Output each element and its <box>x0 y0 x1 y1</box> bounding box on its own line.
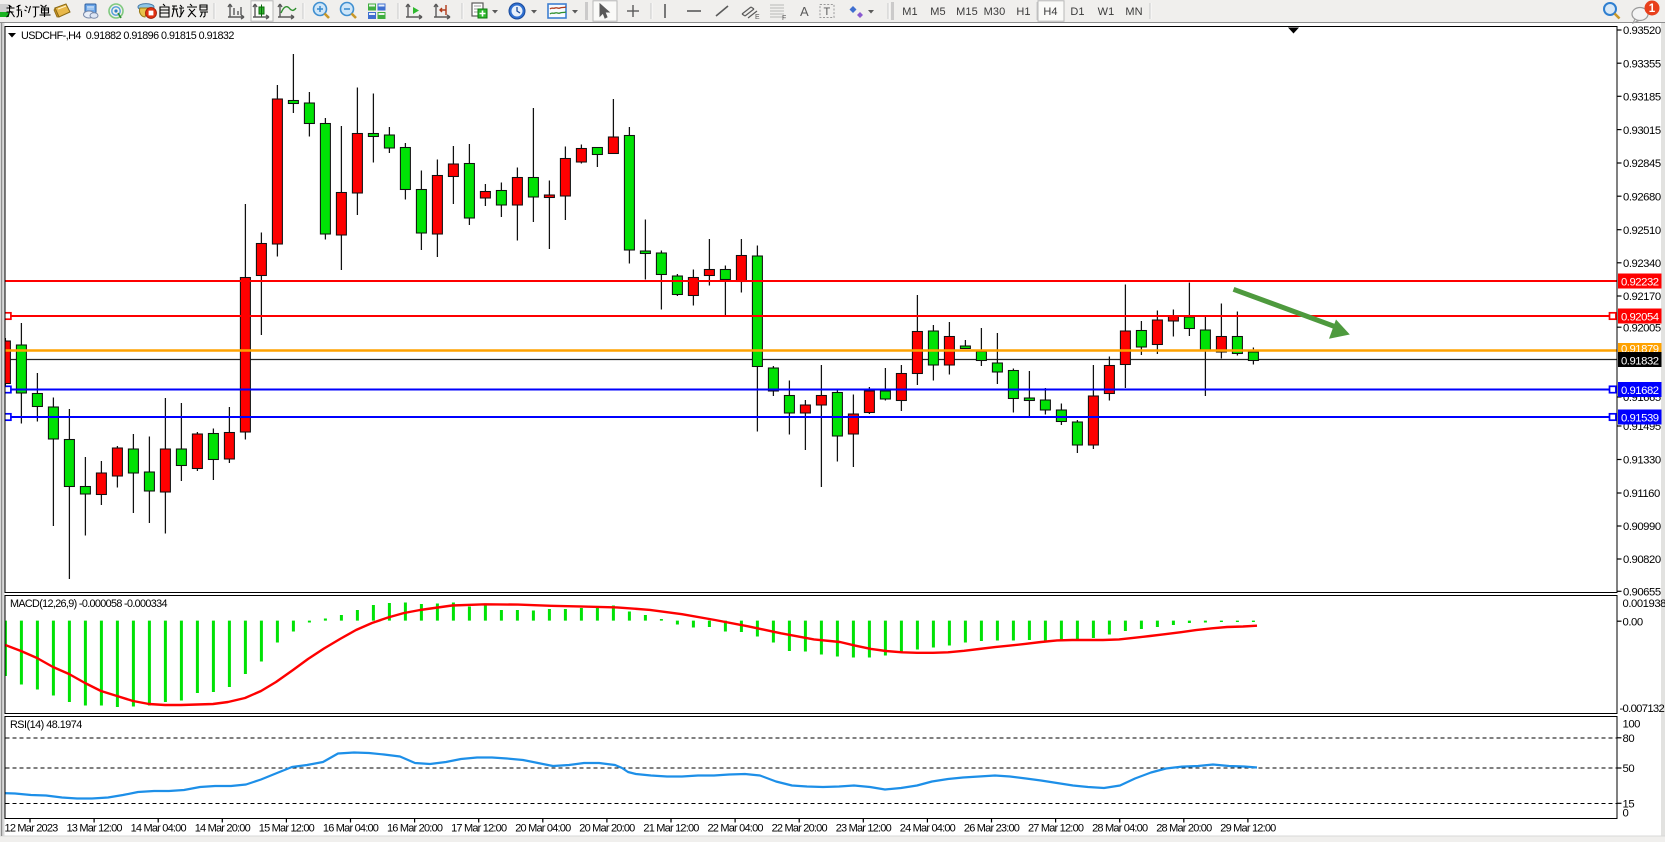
svg-text:28 Mar 20:00: 28 Mar 20:00 <box>1156 823 1212 835</box>
svg-text:23 Mar 12:00: 23 Mar 12:00 <box>836 823 892 835</box>
svg-text:100: 100 <box>1623 719 1641 731</box>
svg-text:0.93185: 0.93185 <box>1623 92 1661 104</box>
svg-text:H4: H4 <box>1043 6 1057 18</box>
svg-text:0.91539: 0.91539 <box>1621 412 1659 424</box>
svg-text:T: T <box>824 6 831 18</box>
svg-text:0.92232: 0.92232 <box>1621 276 1659 288</box>
svg-text:1: 1 <box>1649 3 1656 15</box>
svg-text:27 Mar 12:00: 27 Mar 12:00 <box>1028 823 1084 835</box>
svg-text:0.93520: 0.93520 <box>1623 25 1661 37</box>
svg-text:15: 15 <box>1623 799 1635 811</box>
svg-text:29 Mar 12:00: 29 Mar 12:00 <box>1220 823 1276 835</box>
svg-text:USDCHF-,H4 0.91882 0.91896 0.: USDCHF-,H4 0.91882 0.91896 0.91815 0.918… <box>21 30 234 42</box>
svg-text:0.92845: 0.92845 <box>1623 158 1661 170</box>
svg-text:12 Mar 2023: 12 Mar 2023 <box>5 823 59 835</box>
svg-text:17 Mar 12:00: 17 Mar 12:00 <box>451 823 507 835</box>
svg-text:0.90990: 0.90990 <box>1623 521 1661 533</box>
svg-text:0.93015: 0.93015 <box>1623 125 1661 137</box>
svg-text:0.92170: 0.92170 <box>1623 291 1661 303</box>
svg-text:0.91160: 0.91160 <box>1623 488 1660 500</box>
svg-text:A: A <box>800 4 809 19</box>
svg-text:14 Mar 20:00: 14 Mar 20:00 <box>195 823 251 835</box>
svg-text:D1: D1 <box>1070 6 1084 18</box>
svg-text:0.90655: 0.90655 <box>1623 587 1661 599</box>
svg-text:80: 80 <box>1623 733 1635 745</box>
svg-text:0.92510: 0.92510 <box>1623 225 1661 237</box>
svg-text:24 Mar 04:00: 24 Mar 04:00 <box>900 823 956 835</box>
svg-text:16 Mar 04:00: 16 Mar 04:00 <box>323 823 379 835</box>
svg-text:0.001938: 0.001938 <box>1623 598 1665 610</box>
svg-text:0.92340: 0.92340 <box>1623 258 1661 270</box>
svg-text:0.91832: 0.91832 <box>1621 355 1659 367</box>
svg-text:0.92005: 0.92005 <box>1623 322 1661 334</box>
svg-text:M30: M30 <box>984 6 1006 18</box>
svg-text:0.91682: 0.91682 <box>1621 385 1659 397</box>
svg-text:M1: M1 <box>902 6 917 18</box>
svg-text:0.92054: 0.92054 <box>1621 311 1659 323</box>
svg-text:MACD(12,26,9) -0.000058 -0.000: MACD(12,26,9) -0.000058 -0.000334 <box>10 598 167 610</box>
svg-text:0.92680: 0.92680 <box>1623 191 1661 203</box>
svg-text:M15: M15 <box>956 6 978 18</box>
svg-text:20 Mar 04:00: 20 Mar 04:00 <box>515 823 571 835</box>
svg-text:26 Mar 23:00: 26 Mar 23:00 <box>964 823 1020 835</box>
svg-text:13 Mar 12:00: 13 Mar 12:00 <box>66 823 122 835</box>
svg-text:0.93355: 0.93355 <box>1623 58 1661 70</box>
svg-text:-0.007132: -0.007132 <box>1620 703 1665 715</box>
svg-text:0.00: 0.00 <box>1623 616 1643 628</box>
svg-text:W1: W1 <box>1098 6 1115 18</box>
svg-text:0.90820: 0.90820 <box>1623 554 1661 566</box>
svg-text:H1: H1 <box>1016 6 1030 18</box>
svg-text:M5: M5 <box>930 6 945 18</box>
svg-text:28 Mar 04:00: 28 Mar 04:00 <box>1092 823 1148 835</box>
svg-text:16 Mar 20:00: 16 Mar 20:00 <box>387 823 443 835</box>
svg-text:22 Mar 20:00: 22 Mar 20:00 <box>772 823 828 835</box>
svg-text:MN: MN <box>1125 6 1142 18</box>
svg-text:F: F <box>782 15 786 22</box>
svg-text:0.91330: 0.91330 <box>1623 455 1661 467</box>
svg-text:50: 50 <box>1623 763 1635 775</box>
svg-text:0: 0 <box>1623 808 1629 820</box>
svg-text:RSI(14) 48.1974: RSI(14) 48.1974 <box>10 719 82 731</box>
svg-text:20 Mar 20:00: 20 Mar 20:00 <box>579 823 635 835</box>
svg-text:14 Mar 04:00: 14 Mar 04:00 <box>131 823 187 835</box>
svg-text:E: E <box>755 14 760 21</box>
svg-text:15 Mar 12:00: 15 Mar 12:00 <box>259 823 315 835</box>
svg-text:21 Mar 12:00: 21 Mar 12:00 <box>643 823 699 835</box>
svg-text:22 Mar 04:00: 22 Mar 04:00 <box>707 823 763 835</box>
